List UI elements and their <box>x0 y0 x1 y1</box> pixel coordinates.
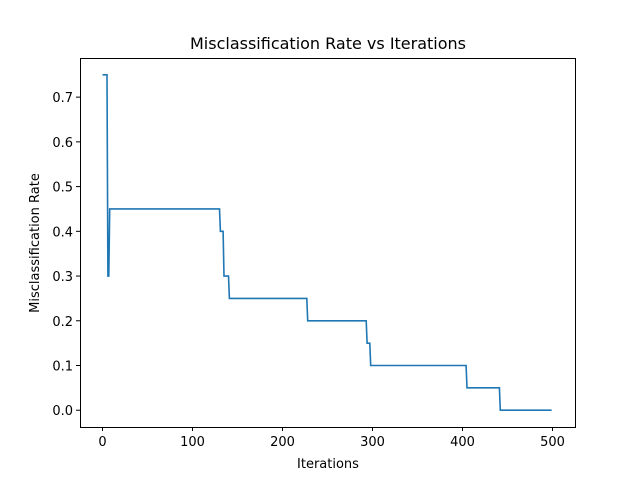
y-tick-label: 0.6 <box>52 136 73 151</box>
series-line <box>102 73 552 412</box>
y-tick-label: 0.5 <box>52 181 73 196</box>
y-tick-label: 0.3 <box>52 270 73 285</box>
x-tick-label: 200 <box>270 435 295 450</box>
y-tick-label: 0.2 <box>52 315 73 330</box>
x-tick-label: 300 <box>360 435 385 450</box>
x-tick-label: 100 <box>180 435 205 450</box>
chart-title: Misclassification Rate vs Iterations <box>190 34 466 53</box>
plot-series <box>102 73 552 412</box>
y-tick-label: 0.0 <box>52 404 73 419</box>
x-axis-label: Iterations <box>297 457 359 472</box>
y-tick-label: 0.4 <box>52 225 73 240</box>
axis-ticks: 0 100 200 300 400 500 0.0 0.1 0.2 0.3 0.4 0.5 0.6 0.7 <box>52 91 565 450</box>
x-tick-label: 0 <box>98 435 106 450</box>
y-axis-label: Misclassification Rate <box>28 173 43 313</box>
y-tick-label: 0.7 <box>52 91 73 106</box>
x-tick-label: 500 <box>540 435 565 450</box>
plot-frame <box>80 58 576 428</box>
x-tick-label: 400 <box>450 435 475 450</box>
y-tick-label: 0.1 <box>52 360 73 375</box>
